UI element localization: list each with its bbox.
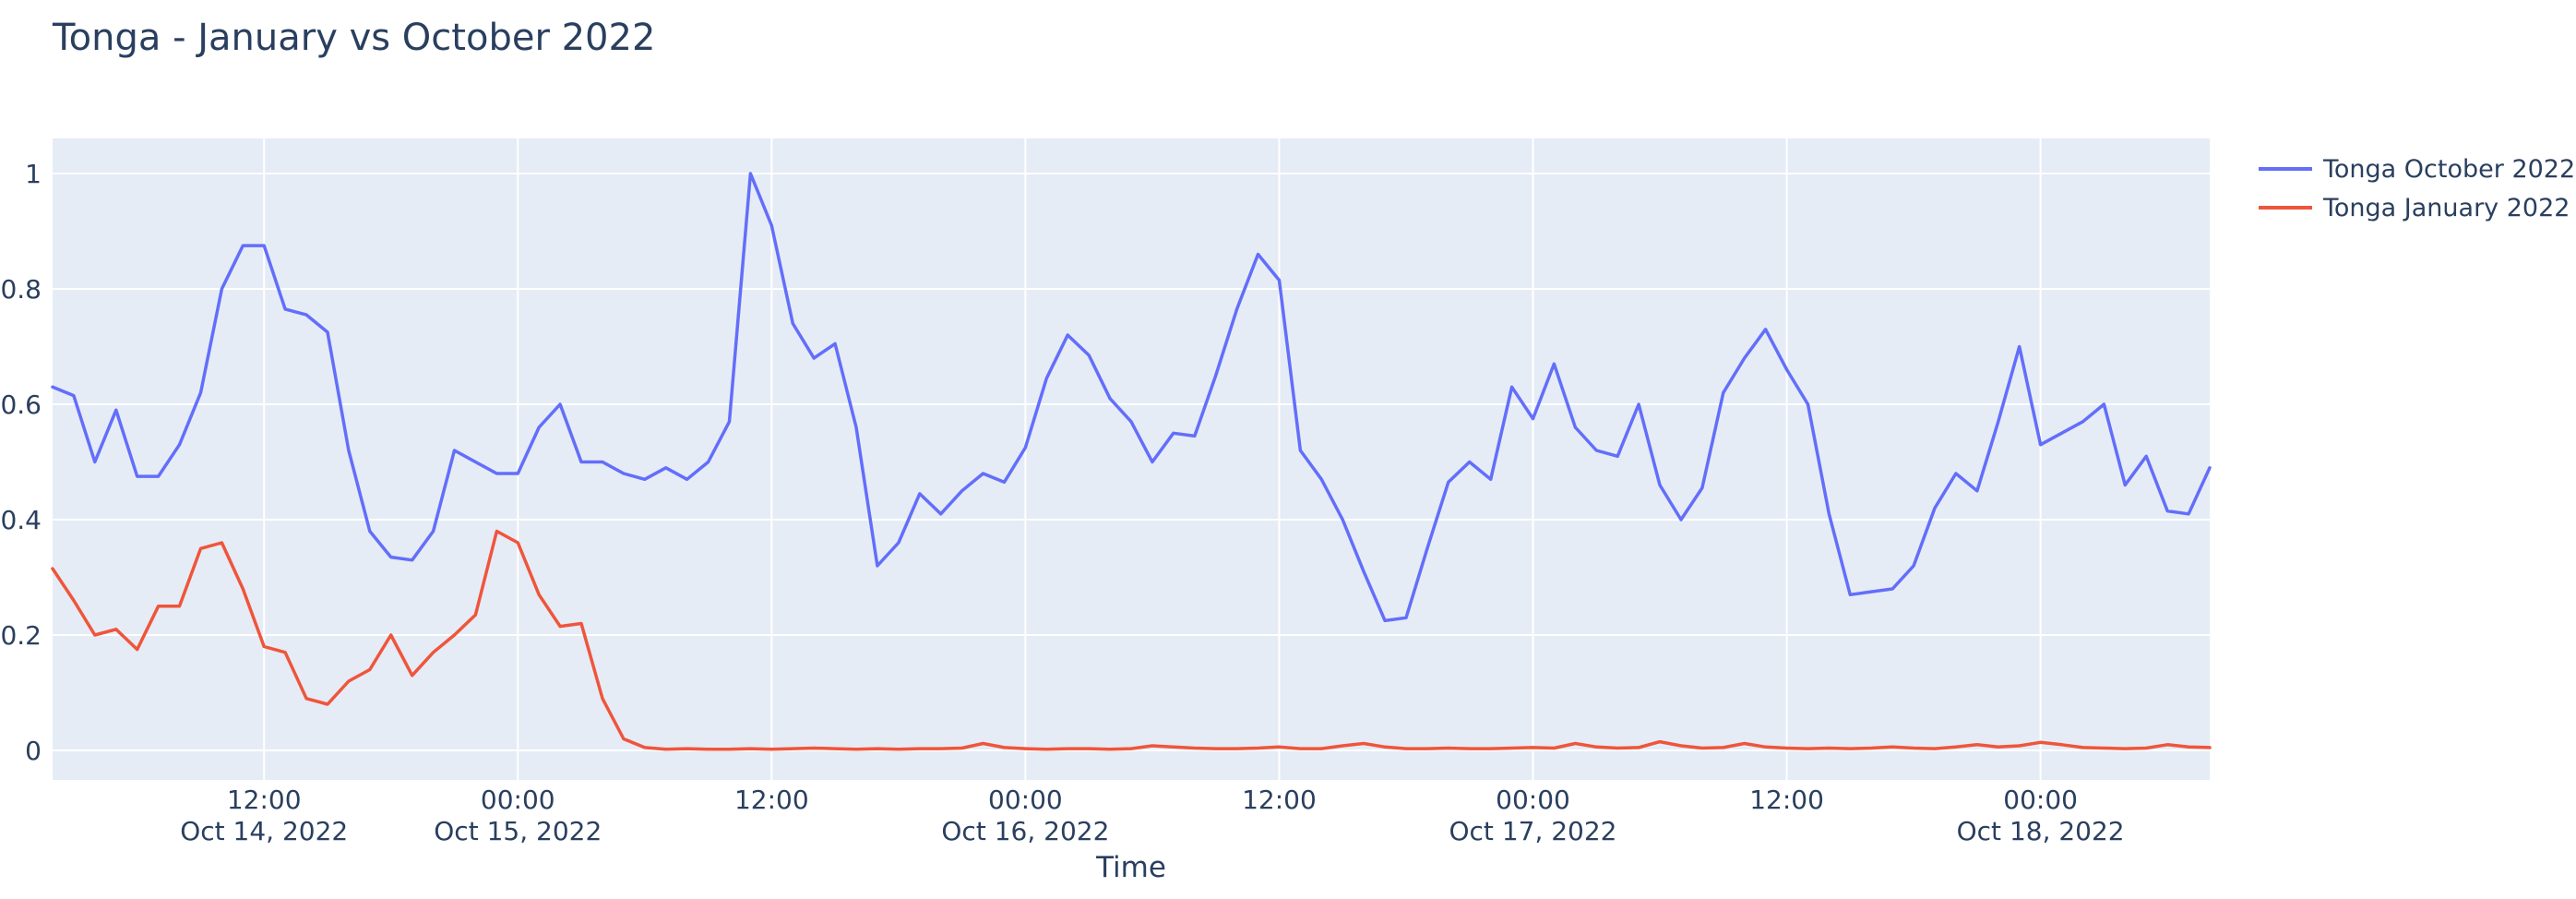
x-tick-time: 00:00 — [1496, 785, 1570, 815]
y-tick-label: 0.8 — [0, 274, 42, 305]
series-line-january[interactable] — [51, 529, 2212, 751]
legend-line-swatch-october — [2259, 167, 2312, 171]
x-tick-date: Oct 14, 2022 — [180, 816, 348, 846]
x-tick-time: 12:00 — [1242, 785, 1317, 815]
y-tick-label: 0.6 — [0, 390, 42, 420]
series-line-october[interactable] — [51, 172, 2212, 623]
x-tick-time: 12:00 — [734, 785, 809, 815]
x-tick-time: 12:00 — [1749, 785, 1824, 815]
x-tick-date: Oct 18, 2022 — [1957, 816, 2125, 846]
y-tick-label: 0.4 — [0, 505, 42, 535]
y-tick-label: 0 — [25, 736, 42, 766]
x-tick-time: 00:00 — [988, 785, 1063, 815]
x-tick-date: Oct 17, 2022 — [1449, 816, 1617, 846]
y-tick-label: 0.2 — [0, 620, 42, 651]
chart-title: Tonga - January vs October 2022 — [53, 17, 656, 59]
legend-item-january[interactable]: Tonga January 2022 — [2259, 188, 2575, 227]
x-tick-date: Oct 16, 2022 — [941, 816, 1109, 846]
x-tick-time: 00:00 — [2003, 785, 2078, 815]
x-tick-date: Oct 15, 2022 — [434, 816, 602, 846]
x-axis-title: Time — [1096, 851, 1166, 884]
x-tick-time: 12:00 — [227, 785, 302, 815]
plot-background — [53, 138, 2210, 780]
legend: Tonga October 2022 Tonga January 2022 — [2259, 150, 2575, 227]
legend-label-october: Tonga October 2022 — [2323, 154, 2576, 184]
legend-item-october[interactable]: Tonga October 2022 — [2259, 150, 2575, 188]
y-tick-label: 1 — [25, 159, 42, 189]
legend-label-january: Tonga January 2022 — [2323, 193, 2570, 222]
legend-line-swatch-january — [2259, 206, 2312, 210]
x-tick-time: 00:00 — [481, 785, 555, 815]
